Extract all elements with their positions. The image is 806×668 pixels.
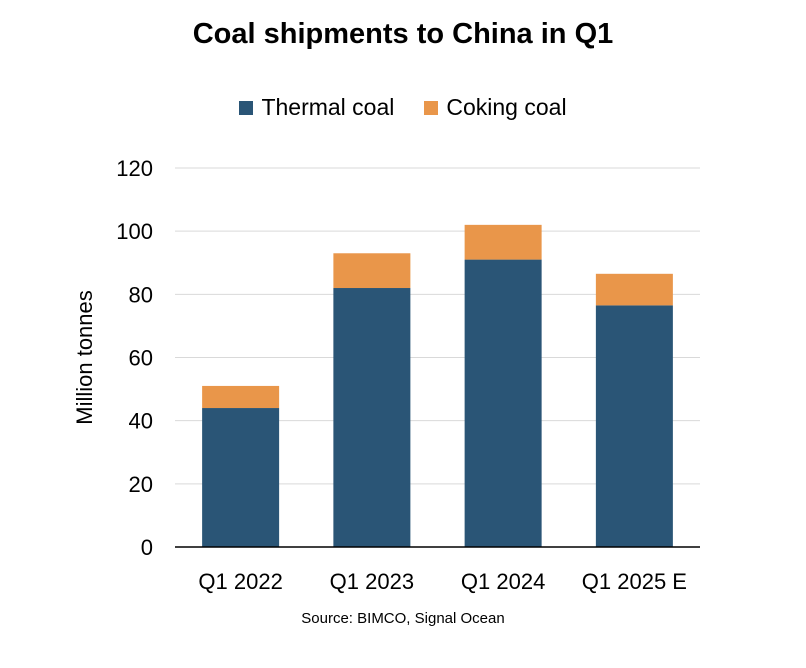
y-axis-label: Million tonnes — [72, 290, 97, 425]
y-tick-label: 80 — [129, 282, 153, 307]
x-tick-label: Q1 2022 — [198, 569, 282, 594]
x-tick-label: Q1 2024 — [461, 569, 545, 594]
legend-swatch-coking — [424, 100, 439, 115]
source-note: Source: BIMCO, Signal Ocean — [301, 610, 505, 627]
legend-item-coking: Coking coal — [424, 94, 567, 121]
legend-label-thermal: Thermal coal — [261, 94, 395, 120]
y-tick-label: 120 — [116, 156, 153, 181]
y-tick-label: 0 — [141, 535, 153, 560]
bar-thermal — [464, 259, 542, 547]
legend-label-coking: Coking coal — [446, 94, 567, 120]
y-tick-label: 100 — [116, 219, 153, 244]
bar-thermal — [333, 288, 411, 547]
legend-item-thermal: Thermal coal — [239, 94, 394, 121]
bar-coking — [464, 224, 542, 260]
legend-swatch-thermal — [239, 100, 254, 115]
y-tick-label: 60 — [129, 346, 153, 371]
y-tick-label: 20 — [129, 472, 153, 497]
chart-title: Coal shipments to China in Q1 — [192, 18, 614, 50]
bar-coking — [333, 253, 411, 289]
bar-thermal — [595, 305, 673, 547]
x-tick-label: Q1 2023 — [330, 569, 414, 594]
y-tick-label: 40 — [129, 409, 153, 434]
x-tick-label: Q1 2025 E — [582, 569, 687, 594]
legend: Thermal coal Coking coal — [0, 94, 806, 121]
bar-thermal — [202, 408, 280, 547]
bar-coking — [202, 385, 280, 409]
bar-coking — [595, 273, 673, 306]
